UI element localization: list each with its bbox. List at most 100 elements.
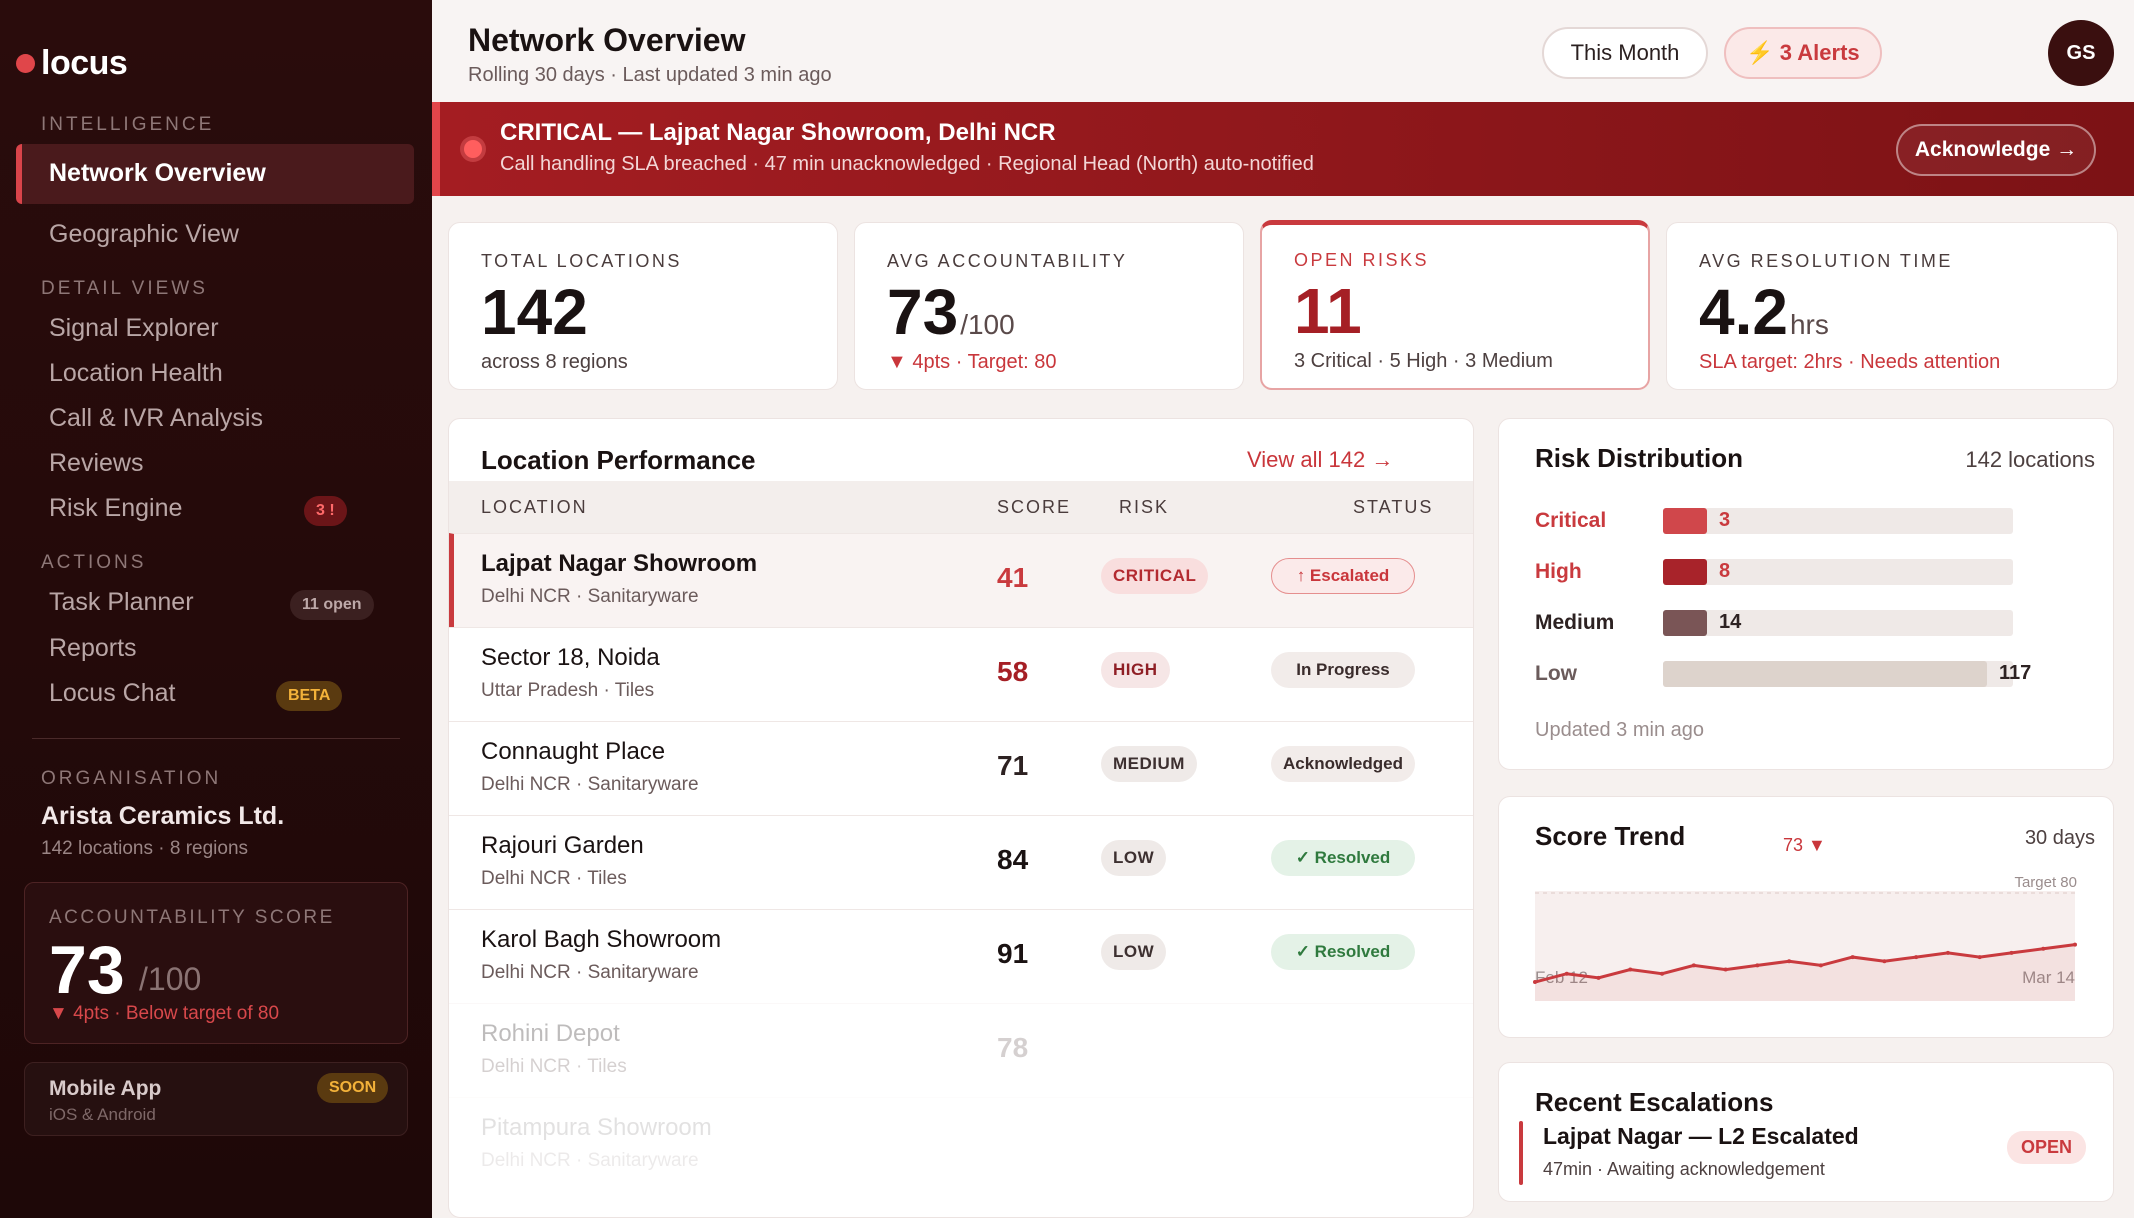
table-row[interactable]: Rajouri Garden Delhi NCR · Tiles 84 LOW … [449, 815, 1473, 909]
kpi-value: 142 [481, 276, 588, 348]
alert-dot-icon [464, 140, 482, 158]
sidebar-divider [32, 738, 400, 739]
table-row[interactable]: Rohini Depot Delhi NCR · Tiles 78 [449, 1003, 1473, 1097]
row-name: Connaught Place [481, 738, 666, 765]
sidebar-item-network-overview[interactable]: Network Overview [16, 144, 414, 204]
risk-level-row[interactable]: High 8 [1535, 556, 2055, 586]
trend-point [1977, 955, 1982, 960]
col-status[interactable]: STATUS [1353, 497, 1434, 517]
trend-point [2073, 942, 2077, 947]
risk-dist-meta: 142 locations [1965, 447, 2095, 472]
row-name: Lajpat Nagar Showroom [481, 550, 758, 577]
trend-point [1628, 967, 1633, 972]
risk-level-label: High [1535, 560, 1582, 583]
table-row[interactable]: Connaught Place Delhi NCR · Sanitaryware… [449, 721, 1473, 815]
row-loc: Delhi NCR · Sanitaryware [481, 962, 699, 983]
view-all-link[interactable]: View all 142 → [1247, 447, 1394, 472]
risk-pill: LOW [1101, 934, 1167, 970]
page-header: Network Overview Rolling 30 days · Last … [432, 0, 2134, 102]
status-pill[interactable]: ↑ Escalated [1271, 558, 1415, 594]
risk-pill: MEDIUM [1101, 746, 1197, 782]
table-row[interactable]: Lajpat Nagar Showroom Delhi NCR · Sanita… [449, 533, 1473, 627]
risk-level-count: 3 [1719, 509, 1731, 531]
risk-level-track [1663, 508, 2013, 534]
col-location[interactable]: LOCATION [481, 497, 588, 517]
trend-point [1755, 963, 1760, 968]
alerts-button[interactable]: ⚡ 3 Alerts [1724, 27, 1882, 79]
sidebar-item-call-ivr[interactable]: Call & IVR Analysis [49, 404, 263, 432]
acknowledge-button[interactable]: Acknowledge → [1896, 124, 2096, 176]
trend-point [1914, 955, 1919, 960]
user-avatar[interactable]: GS [2048, 20, 2114, 86]
banner-title: CRITICAL — Lajpat Nagar Showroom, Delhi … [500, 119, 1056, 146]
risk-level-row[interactable]: Low 117 [1535, 658, 2055, 688]
brand-name: locus [41, 44, 128, 82]
mobile-app-title: Mobile App [49, 1077, 162, 1100]
score-trend-card: Score Trend 73 ▼ 30 days Target 80 Feb 1… [1498, 796, 2114, 1038]
risk-level-track [1663, 610, 2013, 636]
sidebar-item-task-planner[interactable]: Task Planner [49, 588, 194, 616]
brand-logo[interactable]: locus [16, 44, 128, 83]
row-loc: Delhi NCR · Sanitaryware [481, 774, 699, 795]
row-name: Pitampura Showroom [481, 1114, 712, 1141]
target-label: Target 80 [2014, 874, 2077, 891]
status-pill[interactable]: Acknowledged [1271, 746, 1415, 782]
risk-level-label: Low [1535, 662, 1577, 685]
col-risk[interactable]: RISK [1119, 497, 1170, 517]
perf-title: Location Performance [481, 445, 756, 475]
status-pill[interactable]: ✓ Resolved [1271, 840, 1415, 876]
mobile-soon-badge: SOON [317, 1073, 389, 1103]
row-score: 58 [997, 656, 1029, 687]
sidebar-item-location-health[interactable]: Location Health [49, 359, 223, 387]
escalation-indicator [1519, 1121, 1523, 1185]
row-name: Rajouri Garden [481, 832, 644, 859]
sidebar-item-geographic-view[interactable]: Geographic View [49, 220, 239, 248]
risk-level-row[interactable]: Medium 14 [1535, 607, 2055, 637]
x-start-label: Feb 12 [1535, 968, 1588, 987]
trend-point [1660, 971, 1665, 976]
table-row[interactable]: Sector 18, Noida Uttar Pradesh · Tiles 5… [449, 627, 1473, 721]
period-selector-button[interactable]: This Month [1542, 27, 1708, 79]
trend-point [1882, 959, 1887, 964]
risk-level-row[interactable]: Critical 3 [1535, 505, 2055, 535]
risk-level-track [1663, 559, 2013, 585]
alerts-label: 3 Alerts [1779, 40, 1860, 65]
risk-level-bar [1663, 508, 1707, 534]
row-score: 91 [997, 938, 1029, 969]
risk-distribution-card: Risk Distribution 142 locations Critical… [1498, 418, 2114, 770]
score-card-label: ACCOUNTABILITY SCORE [49, 907, 335, 928]
sidebar-item-risk-engine[interactable]: Risk Engine [49, 494, 183, 522]
score-card-value: 73 [49, 932, 125, 1008]
score-trend-period[interactable]: 30 days [2024, 827, 2095, 849]
table-row[interactable]: Pitampura Showroom Delhi NCR · Sanitaryw… [449, 1097, 1473, 1191]
risk-level-label: Medium [1535, 611, 1615, 634]
sidebar: locus INTELLIGENCE Network Overview Geog… [0, 0, 432, 1218]
table-row[interactable]: Karol Bagh Showroom Delhi NCR · Sanitary… [449, 909, 1473, 1003]
mobile-app-card[interactable]: Mobile App iOS & Android SOON [24, 1062, 408, 1136]
status-pill[interactable]: In Progress [1271, 652, 1415, 688]
col-score[interactable]: SCORE [997, 497, 1072, 517]
risk-pill: LOW [1101, 840, 1167, 876]
risk-level-count: 8 [1719, 560, 1731, 582]
kpi-value: 73/100 [887, 276, 1015, 348]
trend-point [2041, 946, 2046, 951]
status-pill[interactable]: ✓ Resolved [1271, 934, 1415, 970]
kpi-avg-resolution: AVG RESOLUTION TIME 4.2 hrs SLA target: 2… [1666, 222, 2118, 390]
risk-level-label: Critical [1535, 509, 1607, 532]
sidebar-item-signal-explorer[interactable]: Signal Explorer [49, 314, 219, 342]
risk-level-count: 117 [1999, 662, 2032, 684]
escalation-status-badge: OPEN [2007, 1131, 2087, 1164]
sidebar-item-reports[interactable]: Reports [49, 634, 137, 662]
trend-point [1945, 950, 1950, 955]
escalation-sub: 47min · Awaiting acknowledgement [1543, 1159, 1825, 1179]
trend-area [1535, 944, 2075, 1001]
sidebar-item-reviews[interactable]: Reviews [49, 449, 144, 477]
task-planner-badge: 11 open [290, 590, 374, 620]
risk-pill: HIGH [1101, 652, 1170, 688]
trend-point [1596, 975, 1601, 980]
row-loc: Delhi NCR · Tiles [481, 1056, 627, 1077]
sidebar-item-locus-chat[interactable]: Locus Chat [49, 679, 176, 707]
row-score: 84 [997, 844, 1029, 875]
score-card-delta: ▼ 4pts · Below target of 80 [49, 1003, 280, 1024]
page-title: Network Overview [468, 22, 746, 58]
